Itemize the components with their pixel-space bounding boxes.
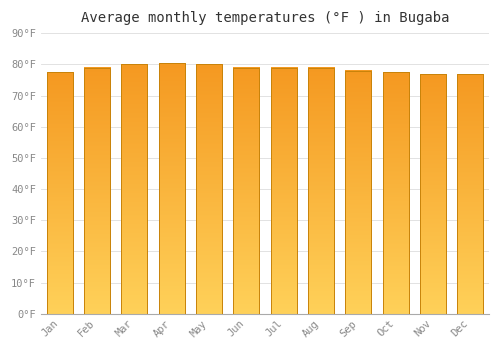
Title: Average monthly temperatures (°F ) in Bugaba: Average monthly temperatures (°F ) in Bu…	[80, 11, 449, 25]
Bar	[308, 68, 334, 314]
Bar	[233, 68, 260, 314]
Bar	[382, 72, 408, 314]
Bar	[121, 64, 148, 314]
Bar	[420, 74, 446, 314]
Bar	[196, 64, 222, 314]
Bar	[457, 74, 483, 314]
Bar	[158, 63, 184, 314]
Bar	[84, 68, 110, 314]
Bar	[270, 68, 296, 314]
Bar	[46, 72, 72, 314]
Bar	[345, 71, 372, 314]
